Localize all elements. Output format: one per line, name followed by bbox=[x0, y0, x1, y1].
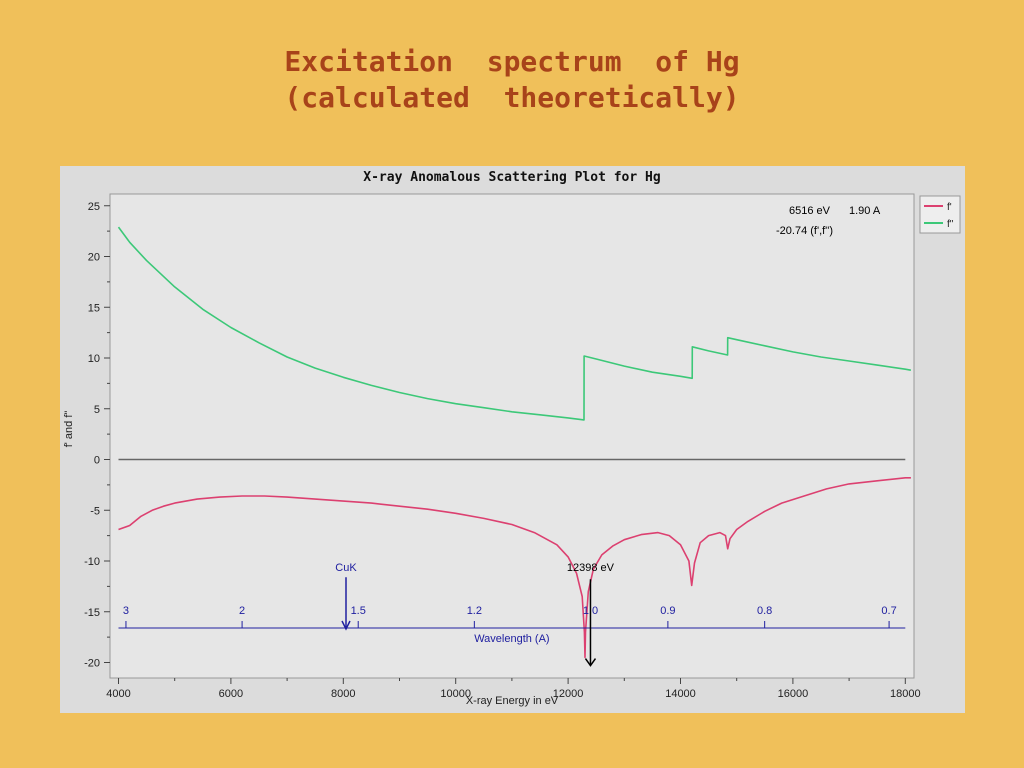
x-tick-label: 10000 bbox=[440, 688, 471, 700]
slide-title-line1: Excitation spectrum of Hg bbox=[284, 45, 740, 78]
y-tick-label: 0 bbox=[94, 455, 100, 467]
chart-title: X-ray Anomalous Scattering Plot for Hg bbox=[363, 170, 660, 185]
cuk-arrowhead bbox=[341, 620, 351, 631]
y-tick-label: 20 bbox=[88, 252, 100, 264]
y-tick-label: -20 bbox=[84, 658, 100, 670]
wavelength-tick-label: 2 bbox=[239, 605, 245, 617]
readout-wavelength: 1.90 A bbox=[849, 205, 881, 217]
x-tick-label: 4000 bbox=[106, 688, 130, 700]
x-tick-label: 14000 bbox=[665, 688, 696, 700]
y-tick-label: 25 bbox=[88, 201, 100, 213]
slide-title-line2: (calculated theoretically) bbox=[284, 81, 740, 114]
edge-energy-label: 12398 eV bbox=[567, 562, 615, 574]
y-tick-label: -10 bbox=[84, 556, 100, 568]
wavelength-tick-label: 1.5 bbox=[351, 605, 366, 617]
readout-energy: 6516 eV bbox=[789, 205, 831, 217]
x-tick-label: 18000 bbox=[890, 688, 921, 700]
edge-arrowhead bbox=[584, 658, 597, 667]
readout-values: -20.74 (f',f'') bbox=[776, 225, 833, 237]
y-tick-label: -5 bbox=[90, 505, 100, 517]
plot-area bbox=[109, 193, 915, 679]
x-tick-label: 8000 bbox=[331, 688, 355, 700]
legend-box bbox=[919, 195, 961, 234]
wavelength-tick-label: 3 bbox=[123, 605, 129, 617]
legend-label-f-double-prime: f" bbox=[947, 219, 954, 230]
y-tick-label: 5 bbox=[94, 404, 100, 416]
wavelength-tick-label: 0.9 bbox=[660, 605, 675, 617]
x-tick-label: 12000 bbox=[553, 688, 584, 700]
x-axis-label: X-ray Energy in eV bbox=[466, 695, 559, 707]
annotations: 6516 eV 1.90 A -20.74 (f',f'') CuK 12398… bbox=[335, 205, 881, 667]
legend-label-f-prime: f' bbox=[947, 202, 952, 213]
wavelength-tick-label: 0.8 bbox=[757, 605, 772, 617]
wavelength-tick-label: 0.7 bbox=[881, 605, 896, 617]
wavelength-tick-label: 1.2 bbox=[467, 605, 482, 617]
scattering-chart: X-ray Anomalous Scattering Plot for Hg X… bbox=[63, 170, 961, 707]
y-tick-label: 15 bbox=[88, 302, 100, 314]
x-tick-label: 6000 bbox=[219, 688, 243, 700]
cuk-label: CuK bbox=[335, 562, 357, 574]
series-layer bbox=[117, 226, 912, 659]
y-tick-label: -15 bbox=[84, 607, 100, 619]
plot-panel: X-ray Anomalous Scattering Plot for Hg X… bbox=[60, 166, 965, 713]
axes: 25 20 15 10 5 0 -5 -10 -15 -20 4000 6000 8000 10000 12… bbox=[84, 201, 921, 700]
slide-title: Excitation spectrum of Hg (calculated the… bbox=[0, 44, 1024, 116]
series-f-prime bbox=[118, 477, 911, 659]
legend: f' f" bbox=[919, 195, 961, 234]
wavelength-axis-label: Wavelength (A) bbox=[474, 633, 549, 645]
series-f-double-prime bbox=[117, 226, 912, 421]
x-tick-label: 16000 bbox=[778, 688, 809, 700]
y-tick-label: 10 bbox=[88, 353, 100, 365]
y-axis-label: f' and f" bbox=[63, 411, 75, 448]
